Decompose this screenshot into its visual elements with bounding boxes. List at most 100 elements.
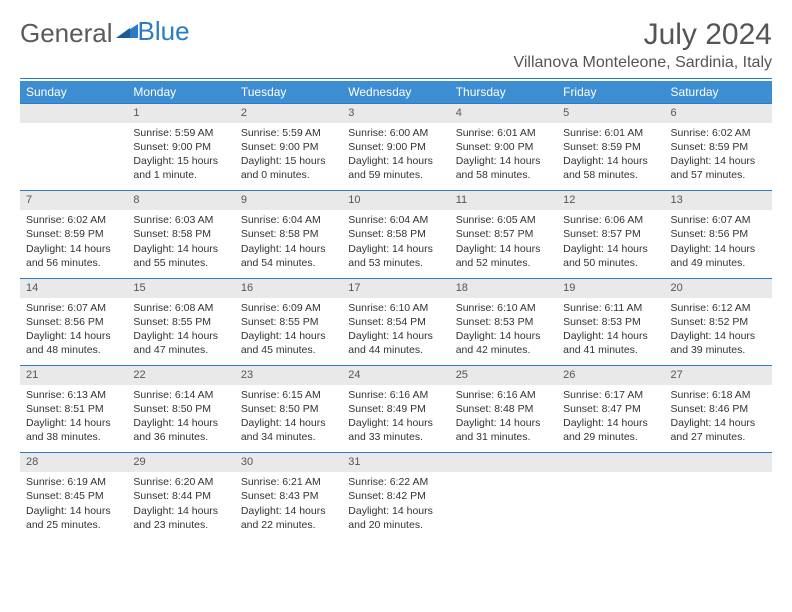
daylight-text: and 49 minutes. xyxy=(671,256,766,270)
daylight-text: Daylight: 14 hours xyxy=(26,242,121,256)
sunrise-text: Sunrise: 6:19 AM xyxy=(26,475,121,489)
day-content-cell: Sunrise: 6:21 AMSunset: 8:43 PMDaylight:… xyxy=(235,472,342,540)
day-content-cell: Sunrise: 6:02 AMSunset: 8:59 PMDaylight:… xyxy=(20,210,127,278)
daylight-text: and 55 minutes. xyxy=(133,256,228,270)
day-number: 13 xyxy=(671,194,683,206)
daylight-text: and 54 minutes. xyxy=(241,256,336,270)
sunrise-text: Sunrise: 6:08 AM xyxy=(133,301,228,315)
daynum-row: 28293031 xyxy=(20,453,772,472)
daylight-text: Daylight: 14 hours xyxy=(348,329,443,343)
sunset-text: Sunset: 8:50 PM xyxy=(133,402,228,416)
day-number: 22 xyxy=(133,369,145,381)
day-content-cell: Sunrise: 6:10 AMSunset: 8:54 PMDaylight:… xyxy=(342,298,449,366)
day-content-cell: Sunrise: 6:20 AMSunset: 8:44 PMDaylight:… xyxy=(127,472,234,540)
day-number-cell: 6 xyxy=(665,104,772,123)
content-row: Sunrise: 6:13 AMSunset: 8:51 PMDaylight:… xyxy=(20,385,772,453)
daylight-text: and 39 minutes. xyxy=(671,343,766,357)
sunrise-text: Sunrise: 6:10 AM xyxy=(456,301,551,315)
sunset-text: Sunset: 8:52 PM xyxy=(671,315,766,329)
weekday-header: Thursday xyxy=(450,81,557,104)
day-number-cell: 29 xyxy=(127,453,234,472)
sunrise-text: Sunrise: 6:20 AM xyxy=(133,475,228,489)
sunset-text: Sunset: 9:00 PM xyxy=(241,140,336,154)
day-content-cell: Sunrise: 6:00 AMSunset: 9:00 PMDaylight:… xyxy=(342,123,449,191)
day-content-cell xyxy=(665,472,772,540)
day-content-cell: Sunrise: 6:19 AMSunset: 8:45 PMDaylight:… xyxy=(20,472,127,540)
location-label: Villanova Monteleone, Sardinia, Italy xyxy=(513,54,772,72)
daylight-text: Daylight: 14 hours xyxy=(26,416,121,430)
sunrise-text: Sunrise: 6:03 AM xyxy=(133,213,228,227)
day-content-cell: Sunrise: 6:04 AMSunset: 8:58 PMDaylight:… xyxy=(342,210,449,278)
day-number-cell: 4 xyxy=(450,104,557,123)
day-number: 12 xyxy=(563,194,575,206)
daylight-text: Daylight: 14 hours xyxy=(133,242,228,256)
daylight-text: and 38 minutes. xyxy=(26,430,121,444)
day-number-cell: 24 xyxy=(342,366,449,385)
daylight-text: and 36 minutes. xyxy=(133,430,228,444)
sunrise-text: Sunrise: 6:04 AM xyxy=(241,213,336,227)
day-number-cell: 17 xyxy=(342,278,449,297)
daylight-text: Daylight: 14 hours xyxy=(26,329,121,343)
daylight-text: and 50 minutes. xyxy=(563,256,658,270)
day-number-cell: 11 xyxy=(450,191,557,210)
day-content-cell: Sunrise: 6:02 AMSunset: 8:59 PMDaylight:… xyxy=(665,123,772,191)
sunset-text: Sunset: 8:56 PM xyxy=(26,315,121,329)
sunrise-text: Sunrise: 6:00 AM xyxy=(348,126,443,140)
day-number-cell: 10 xyxy=(342,191,449,210)
daylight-text: Daylight: 15 hours xyxy=(133,154,228,168)
day-number: 15 xyxy=(133,282,145,294)
daylight-text: and 41 minutes. xyxy=(563,343,658,357)
day-content-cell: Sunrise: 5:59 AMSunset: 9:00 PMDaylight:… xyxy=(235,123,342,191)
daylight-text: Daylight: 14 hours xyxy=(671,242,766,256)
weekday-header: Monday xyxy=(127,81,234,104)
daylight-text: and 52 minutes. xyxy=(456,256,551,270)
day-number: 11 xyxy=(456,194,467,206)
daylight-text: Daylight: 14 hours xyxy=(241,504,336,518)
daylight-text: and 25 minutes. xyxy=(26,518,121,532)
day-number: 8 xyxy=(133,194,139,206)
daylight-text: Daylight: 14 hours xyxy=(133,416,228,430)
sunrise-text: Sunrise: 6:22 AM xyxy=(348,475,443,489)
sunrise-text: Sunrise: 6:16 AM xyxy=(456,388,551,402)
day-number-cell: 22 xyxy=(127,366,234,385)
daylight-text: Daylight: 14 hours xyxy=(348,416,443,430)
daylight-text: and 53 minutes. xyxy=(348,256,443,270)
day-content-cell xyxy=(450,472,557,540)
day-number-cell: 18 xyxy=(450,278,557,297)
sunrise-text: Sunrise: 6:18 AM xyxy=(671,388,766,402)
day-content-cell: Sunrise: 6:16 AMSunset: 8:48 PMDaylight:… xyxy=(450,385,557,453)
day-content-cell: Sunrise: 6:07 AMSunset: 8:56 PMDaylight:… xyxy=(20,298,127,366)
daylight-text: and 0 minutes. xyxy=(241,168,336,182)
day-number: 18 xyxy=(456,282,468,294)
day-number-cell: 9 xyxy=(235,191,342,210)
daylight-text: and 29 minutes. xyxy=(563,430,658,444)
sunrise-text: Sunrise: 6:13 AM xyxy=(26,388,121,402)
sunrise-text: Sunrise: 6:16 AM xyxy=(348,388,443,402)
sunrise-text: Sunrise: 6:02 AM xyxy=(26,213,121,227)
day-number-cell: 30 xyxy=(235,453,342,472)
day-content-cell: Sunrise: 6:04 AMSunset: 8:58 PMDaylight:… xyxy=(235,210,342,278)
daylight-text: and 33 minutes. xyxy=(348,430,443,444)
day-content-cell: Sunrise: 6:17 AMSunset: 8:47 PMDaylight:… xyxy=(557,385,664,453)
day-number: 20 xyxy=(671,282,683,294)
weekday-header: Friday xyxy=(557,81,664,104)
daylight-text: Daylight: 14 hours xyxy=(348,242,443,256)
day-content-cell: Sunrise: 5:59 AMSunset: 9:00 PMDaylight:… xyxy=(127,123,234,191)
day-number: 26 xyxy=(563,369,575,381)
day-number: 3 xyxy=(348,107,354,119)
daynum-row: 123456 xyxy=(20,104,772,123)
header-rule xyxy=(20,78,772,79)
sunset-text: Sunset: 8:42 PM xyxy=(348,489,443,503)
daylight-text: Daylight: 14 hours xyxy=(456,416,551,430)
day-content-cell: Sunrise: 6:12 AMSunset: 8:52 PMDaylight:… xyxy=(665,298,772,366)
day-number: 14 xyxy=(26,282,38,294)
day-number-cell xyxy=(665,453,772,472)
day-number: 19 xyxy=(563,282,575,294)
day-content-cell: Sunrise: 6:08 AMSunset: 8:55 PMDaylight:… xyxy=(127,298,234,366)
daylight-text: Daylight: 14 hours xyxy=(671,154,766,168)
sunrise-text: Sunrise: 6:01 AM xyxy=(563,126,658,140)
daylight-text: Daylight: 14 hours xyxy=(348,154,443,168)
day-content-cell xyxy=(557,472,664,540)
weekday-header: Sunday xyxy=(20,81,127,104)
daylight-text: Daylight: 14 hours xyxy=(241,329,336,343)
